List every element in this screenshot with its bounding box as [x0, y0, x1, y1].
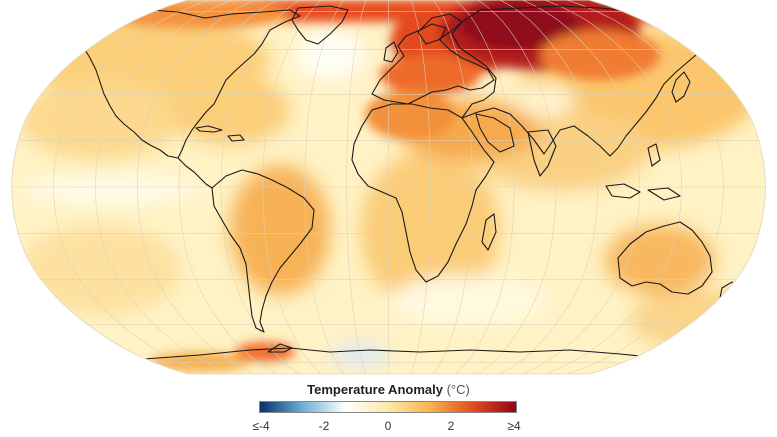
- legend-tick-neg2: -2: [318, 419, 330, 433]
- south-america-coast: [211, 169, 315, 333]
- japan-coast: [671, 71, 691, 103]
- central-america-coast: [177, 157, 213, 189]
- cuba-coast: [195, 125, 223, 133]
- map-body: [11, 0, 766, 374]
- indonesia-coast: [605, 183, 681, 201]
- legend-tick-neg4: ≤-4: [252, 419, 270, 433]
- color-legend: Temperature Anomaly (°C) ≤-4 -2 0 2 ≥4: [0, 378, 777, 437]
- asia-coast: [451, 5, 713, 157]
- australia-coast: [617, 221, 713, 295]
- arabia-coast: [475, 113, 515, 153]
- europe-coast: [371, 23, 495, 105]
- india-coast: [527, 129, 557, 177]
- north-america-coast: [83, 9, 301, 159]
- legend-tick-4: ≥4: [507, 419, 521, 433]
- legend-tick-2: 2: [447, 419, 455, 433]
- legend-tick-0: 0: [384, 419, 392, 433]
- africa-coast: [351, 103, 495, 283]
- legend-color-bar: [259, 401, 517, 413]
- coastlines: [83, 5, 739, 361]
- legend-title: Temperature Anomaly (°C): [0, 382, 777, 397]
- greenland-coast: [291, 5, 349, 45]
- antarctic-peninsula-coast: [267, 343, 293, 353]
- madagascar-coast: [481, 213, 497, 251]
- temperature-anomaly-map: [10, 0, 767, 375]
- legend-unit: (°C): [446, 382, 470, 397]
- scandinavia-coast: [417, 13, 463, 45]
- uk-coast: [383, 41, 399, 63]
- antarctica-coast: [129, 347, 661, 361]
- hispaniola-coast: [227, 134, 245, 142]
- philippines-coast: [647, 143, 661, 167]
- legend-title-text: Temperature Anomaly: [307, 382, 443, 397]
- globe-outline: [10, 0, 767, 375]
